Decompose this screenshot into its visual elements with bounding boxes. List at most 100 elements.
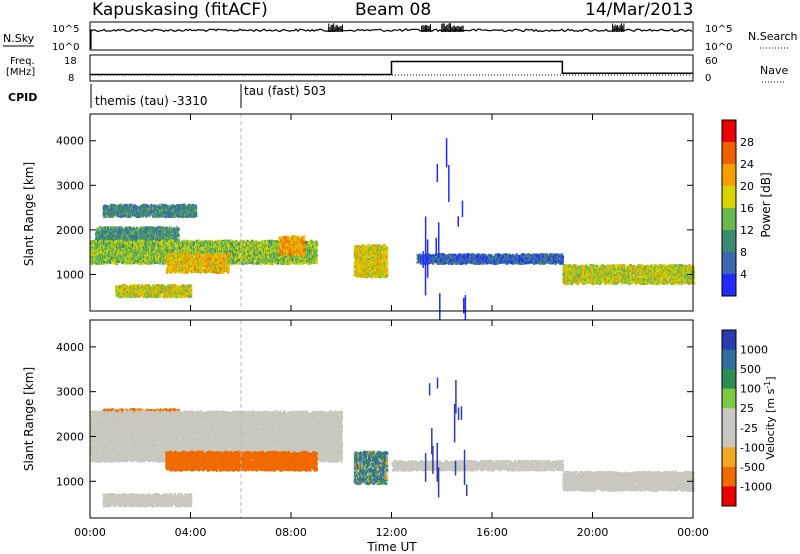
freq-step-line [90, 60, 693, 76]
heatmap-cell [120, 203, 123, 207]
heatmap-cell [113, 227, 116, 231]
heatmap-cell [123, 208, 126, 212]
heatmap-cell [145, 215, 148, 218]
heatmap-cell [117, 226, 120, 229]
heatmap-cell [130, 234, 133, 237]
heatmap-cell [185, 205, 188, 209]
heatmap-cell [138, 215, 141, 218]
heatmap-cell [173, 208, 176, 211]
heatmap-cell [183, 203, 186, 207]
heatmap-cell [121, 228, 124, 232]
heatmap-cell [175, 211, 178, 215]
heatmap-cell [133, 227, 136, 231]
heatmap-cell [103, 234, 106, 238]
heatmap-cell [124, 214, 127, 217]
heatmap-cell [128, 215, 131, 219]
heatmap-cell [175, 238, 178, 241]
heatmap-cell [128, 246, 132, 249]
heatmap-cell [170, 204, 173, 208]
heatmap-cell [118, 210, 121, 213]
heatmap-cell [186, 209, 189, 212]
heatmap-cell [160, 203, 163, 207]
heatmap-cell [123, 232, 126, 236]
nsearch-tick-bottom: 10^0 [705, 42, 732, 53]
heatmap-cell [130, 203, 133, 207]
nsky-line [90, 28, 693, 49]
heatmap-cell [94, 251, 97, 255]
heatmap-cell [111, 208, 114, 211]
heatmap-cell [152, 226, 155, 230]
heatmap-cell [99, 226, 102, 229]
heatmap-cell [120, 226, 123, 229]
heatmap-cell [176, 230, 179, 234]
heatmap-cell [158, 215, 161, 218]
heatmap-cell [167, 212, 170, 215]
heatmap-cell [149, 228, 153, 232]
heatmap-cell [101, 235, 104, 239]
heatmap-cell [126, 204, 129, 207]
heatmap-cell [117, 244, 120, 247]
heatmap-cell [168, 209, 171, 213]
date-title: 14/Mar/2013 [585, 0, 693, 20]
heatmap-cell [112, 254, 115, 257]
heatmap-cell [112, 236, 115, 240]
heatmap-cell [149, 226, 152, 230]
heatmap-cell [133, 204, 136, 207]
heatmap-cell [97, 250, 100, 253]
heatmap-cell [122, 245, 125, 248]
heatmap-cell [185, 215, 188, 218]
heatmap-cell [168, 206, 171, 209]
heatmap-cell [175, 227, 178, 231]
heatmap-cell [97, 243, 100, 247]
heatmap-cell [103, 258, 106, 261]
heatmap-cell [95, 236, 98, 239]
heatmap-cell [96, 239, 99, 243]
heatmap-cell [158, 207, 161, 210]
heatmap-cell [112, 215, 115, 218]
heatmap-cell [123, 239, 126, 243]
heatmap-cell [114, 242, 117, 245]
heatmap-cell [168, 226, 171, 229]
nsearch-label: N.Search [748, 30, 798, 43]
nsky-tick-bottom: 10^0 [52, 42, 79, 53]
heatmap-cell [106, 205, 109, 208]
heatmap-cell [113, 256, 117, 260]
heatmap-cell [123, 206, 126, 210]
heatmap-cell [114, 240, 117, 243]
heatmap-cell [105, 261, 109, 265]
heatmap-cell [161, 209, 164, 213]
heatmap-cell [194, 209, 197, 213]
heatmap-cell [111, 246, 114, 250]
heatmap-cell [104, 241, 107, 244]
heatmap-cell [130, 260, 133, 263]
heatmap-cell [153, 204, 156, 207]
nsky-panel: N.Sky 10^5 10^0 10^5 10^0 N.Search [3, 21, 798, 53]
heatmap-cell [149, 236, 152, 240]
heatmap-cell [195, 211, 198, 214]
heatmap-cell [185, 210, 188, 214]
heatmap-cell [104, 226, 107, 229]
heatmap-cell [111, 204, 114, 207]
freq-panel: Freq. [MHz] 18 8 60 0 Nave [6, 54, 788, 84]
heatmap-cell [127, 259, 130, 263]
heatmap-cell [177, 238, 180, 241]
heatmap-cell [149, 206, 152, 209]
heatmap-cell [194, 204, 197, 208]
heatmap-cell [111, 244, 114, 248]
heatmap-cell [102, 249, 105, 253]
heatmap-cell [116, 262, 119, 265]
heatmap-cell [103, 249, 106, 253]
heatmap-cell [109, 209, 112, 213]
heatmap-cell [116, 234, 119, 238]
heatmap-cell [102, 228, 105, 232]
heatmap-cell [154, 212, 157, 216]
freq-label: Freq. [10, 56, 35, 67]
heatmap-cell [112, 249, 115, 253]
heatmap-cell [119, 240, 122, 243]
heatmap-cell [149, 213, 152, 216]
heatmap-cell [136, 235, 139, 238]
heatmap-cell [118, 256, 122, 259]
heatmap-cell [108, 215, 111, 218]
heatmap-cell [126, 228, 129, 231]
heatmap-cell [173, 215, 176, 218]
